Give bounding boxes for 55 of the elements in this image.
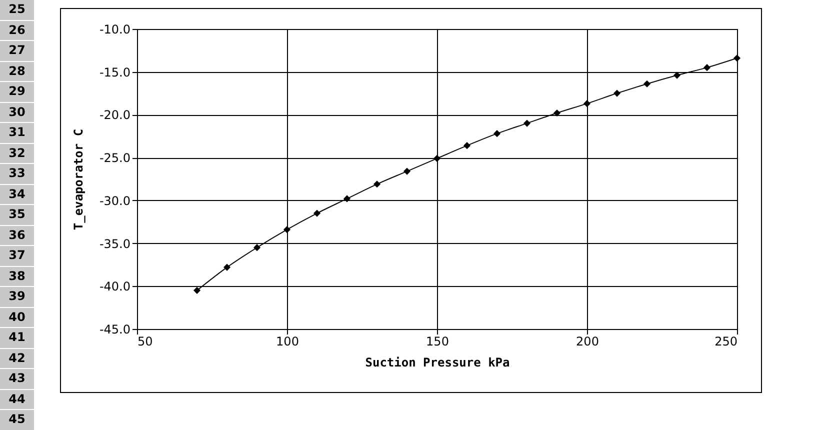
point	[193, 286, 201, 294]
text: 41	[0, 328, 34, 348]
point	[493, 130, 501, 138]
x-tick-label: 200	[576, 334, 599, 348]
text: 30	[0, 102, 34, 123]
point	[373, 180, 381, 188]
text: 26	[0, 20, 34, 41]
text: 25	[0, 0, 34, 20]
text: 39	[0, 287, 34, 308]
point	[313, 210, 321, 217]
x-tick-label: 150	[426, 334, 449, 348]
text: 37	[0, 246, 34, 266]
text: 36	[0, 226, 34, 246]
x-axis-title: Suction Pressure kPa	[365, 356, 510, 370]
text: 28	[0, 62, 34, 82]
point	[733, 54, 741, 62]
y-tick-label: -45.0	[99, 322, 130, 336]
y-tick-label: -35.0	[99, 236, 130, 251]
text: 27	[0, 41, 34, 62]
text: 29	[0, 82, 34, 102]
y-tick-label: -10.0	[99, 22, 130, 36]
point	[343, 195, 351, 202]
y-tick-label: -40.0	[99, 280, 130, 294]
y-axis-title: T_evaporator C	[71, 128, 86, 230]
point	[223, 264, 231, 271]
text: 44	[0, 390, 34, 410]
point	[703, 64, 711, 72]
x-tick-label: 100	[276, 334, 299, 348]
x-tick-label: 50	[138, 334, 153, 348]
point	[403, 168, 411, 175]
point	[283, 226, 291, 234]
point	[553, 109, 561, 117]
text: 35	[0, 205, 34, 226]
y-tick-label: -25.0	[99, 151, 130, 166]
point	[523, 120, 531, 127]
text: 42	[0, 348, 34, 369]
y-tick-label: -20.0	[99, 108, 130, 122]
y-tick-label: -30.0	[99, 194, 130, 208]
text: 38	[0, 266, 34, 287]
x-tick-label: 250	[714, 334, 738, 348]
text: 33	[0, 164, 34, 184]
text: 43	[0, 369, 34, 390]
point	[433, 154, 441, 162]
point	[613, 90, 621, 97]
point	[673, 72, 681, 79]
text: 40	[0, 308, 34, 328]
point	[253, 244, 261, 252]
text: 34	[0, 184, 34, 205]
text: 31	[0, 123, 34, 144]
text: 32	[0, 144, 34, 164]
point	[643, 80, 651, 88]
point	[583, 100, 591, 108]
point	[463, 142, 471, 150]
y-tick-label: -15.0	[99, 65, 130, 80]
text: 45	[0, 410, 34, 430]
